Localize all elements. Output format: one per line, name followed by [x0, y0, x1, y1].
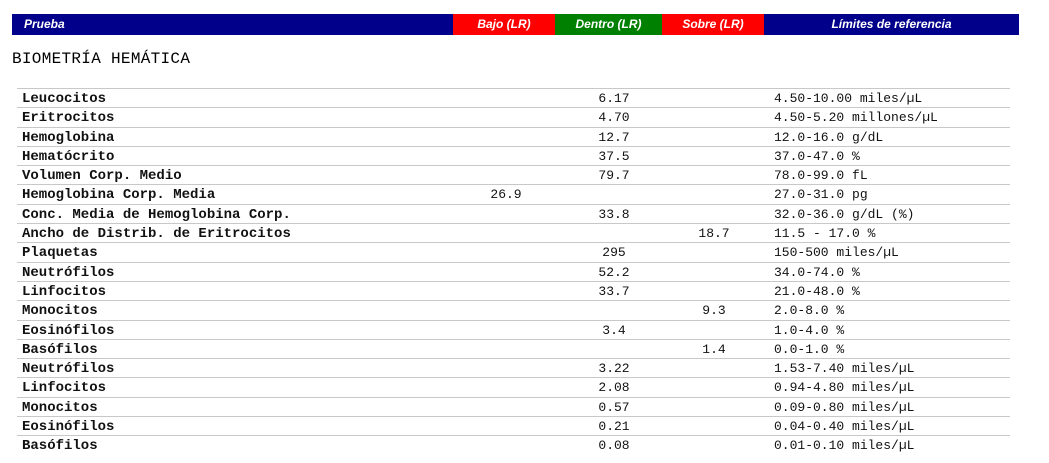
test-name: Linfocitos [22, 283, 107, 300]
test-name: Neutrófilos [22, 361, 115, 378]
test-name: Basófilos [22, 341, 98, 358]
test-name: Hemoglobina [22, 129, 115, 146]
reference-range: 37.0-47.0 % [774, 148, 860, 164]
test-name: Monocitos [22, 399, 98, 416]
table-row: Linfocitos 33.7 21.0-48.0 % [17, 280, 1010, 300]
table-row: Eosinófilos 3.4 1.0-4.0 % [17, 319, 1010, 339]
reference-range: 1.0-4.0 % [774, 322, 845, 338]
header-limites: Límites de referencia [764, 14, 1019, 35]
table-row: Neutrófilos 3.22 1.53-7.40 miles/µL [17, 358, 1010, 377]
table-row: Hematócrito 37.5 37.0-47.0 % [17, 145, 1010, 165]
reference-range: 0.04-0.40 miles/µL [774, 419, 915, 435]
value-dentro: 6.17 [598, 91, 630, 106]
header-bajo: Bajo (LR) [453, 14, 555, 35]
test-name: Hemoglobina Corp. Media [22, 187, 216, 204]
header-sobre: Sobre (LR) [662, 14, 764, 35]
test-name: Linfocitos [22, 380, 107, 397]
value-dentro: 37.5 [598, 148, 630, 164]
table-row: Leucocitos 6.17 4.50-10.00 miles/µL [17, 88, 1010, 107]
reference-range: 12.0-16.0 g/dL [774, 129, 884, 145]
value-bajo: 26.9 [490, 187, 522, 203]
results-table: Leucocitos 6.17 4.50-10.00 miles/µL Eritroc… [17, 88, 1010, 455]
table-row: Hemoglobina Corp. Media 26.9 27.0-31.0 pg [17, 184, 1010, 203]
reference-range: 34.0-74.0 % [774, 264, 860, 280]
reference-range: 1.53-7.40 miles/µL [774, 361, 915, 377]
table-row: Basófilos 0.08 0.01-0.10 miles/µL [17, 435, 1010, 454]
table-row: Hemoglobina 12.7 12.0-16.0 g/dL [17, 126, 1010, 146]
test-name: Monocitos [22, 303, 98, 320]
value-dentro: 3.4 [602, 322, 626, 338]
reference-range: 4.50-5.20 millones/µL [774, 110, 938, 126]
table-row: Volumen Corp. Medio 79.7 78.0-99.0 fL [17, 165, 1010, 184]
value-dentro: 52.2 [598, 264, 630, 280]
test-name: Volumen Corp. Medio [22, 168, 182, 185]
reference-range: 11.5 - 17.0 % [774, 226, 876, 242]
reference-range: 150-500 miles/µL [774, 245, 899, 261]
test-name: Plaquetas [22, 245, 98, 262]
value-sobre: 18.7 [698, 226, 730, 242]
value-dentro: 12.7 [598, 129, 630, 145]
test-name: Eritrocitos [22, 110, 115, 127]
table-row: Ancho de Distrib. de Eritrocitos 18.7 11.5… [17, 223, 1010, 242]
value-dentro: 0.08 [598, 438, 630, 454]
table-row: Linfocitos 2.08 0.94-4.80 miles/µL [17, 377, 1010, 396]
test-name: Ancho de Distrib. de Eritrocitos [22, 226, 291, 243]
reference-range: 0.09-0.80 miles/µL [774, 399, 915, 415]
table-row: Monocitos 9.3 2.0-8.0 % [17, 300, 1010, 319]
table-row: Conc. Media de Hemoglobina Corp. 33.8 32.0… [17, 203, 1010, 223]
test-name: Basófilos [22, 438, 98, 455]
test-name: Eosinófilos [22, 322, 115, 339]
value-dentro: 33.8 [598, 206, 630, 222]
reference-range: 21.0-48.0 % [774, 283, 860, 299]
reference-range: 4.50-10.00 miles/µL [774, 91, 923, 106]
table-row: Basófilos 1.4 0.0-1.0 % [17, 338, 1010, 358]
header-dentro: Dentro (LR) [555, 14, 662, 35]
value-dentro: 79.7 [598, 168, 630, 184]
test-name: Leucocitos [22, 91, 107, 107]
value-dentro: 295 [602, 245, 626, 261]
value-sobre: 1.4 [702, 341, 726, 357]
table-row: Eosinófilos 0.21 0.04-0.40 miles/µL [17, 416, 1010, 435]
results-header: Prueba Bajo (LR) Dentro (LR) Sobre (LR) … [12, 14, 1019, 35]
test-name: Hematócrito [22, 148, 115, 165]
value-dentro: 2.08 [598, 380, 630, 396]
table-row: Plaquetas 295 150-500 miles/µL [17, 242, 1010, 261]
reference-range: 2.0-8.0 % [774, 303, 845, 319]
table-row: Monocitos 0.57 0.09-0.80 miles/µL [17, 396, 1010, 416]
test-name: Conc. Media de Hemoglobina Corp. [22, 206, 291, 223]
table-row: Eritrocitos 4.70 4.50-5.20 millones/µL [17, 107, 1010, 126]
value-dentro: 3.22 [598, 361, 630, 377]
reference-range: 0.0-1.0 % [774, 341, 845, 357]
value-sobre: 9.3 [702, 303, 726, 319]
section-title: BIOMETRÍA HEMÁTICA [12, 50, 191, 68]
test-name: Neutrófilos [22, 264, 115, 281]
table-row: Neutrófilos 52.2 34.0-74.0 % [17, 261, 1010, 281]
reference-range: 78.0-99.0 fL [774, 168, 868, 184]
reference-range: 32.0-36.0 g/dL (%) [774, 206, 915, 222]
value-dentro: 4.70 [598, 110, 630, 126]
value-dentro: 33.7 [598, 283, 630, 299]
reference-range: 0.94-4.80 miles/µL [774, 380, 915, 396]
reference-range: 0.01-0.10 miles/µL [774, 438, 915, 454]
value-dentro: 0.21 [598, 419, 630, 435]
test-name: Eosinófilos [22, 419, 115, 436]
reference-range: 27.0-31.0 pg [774, 187, 868, 203]
header-prueba: Prueba [12, 14, 453, 35]
value-dentro: 0.57 [598, 399, 630, 415]
